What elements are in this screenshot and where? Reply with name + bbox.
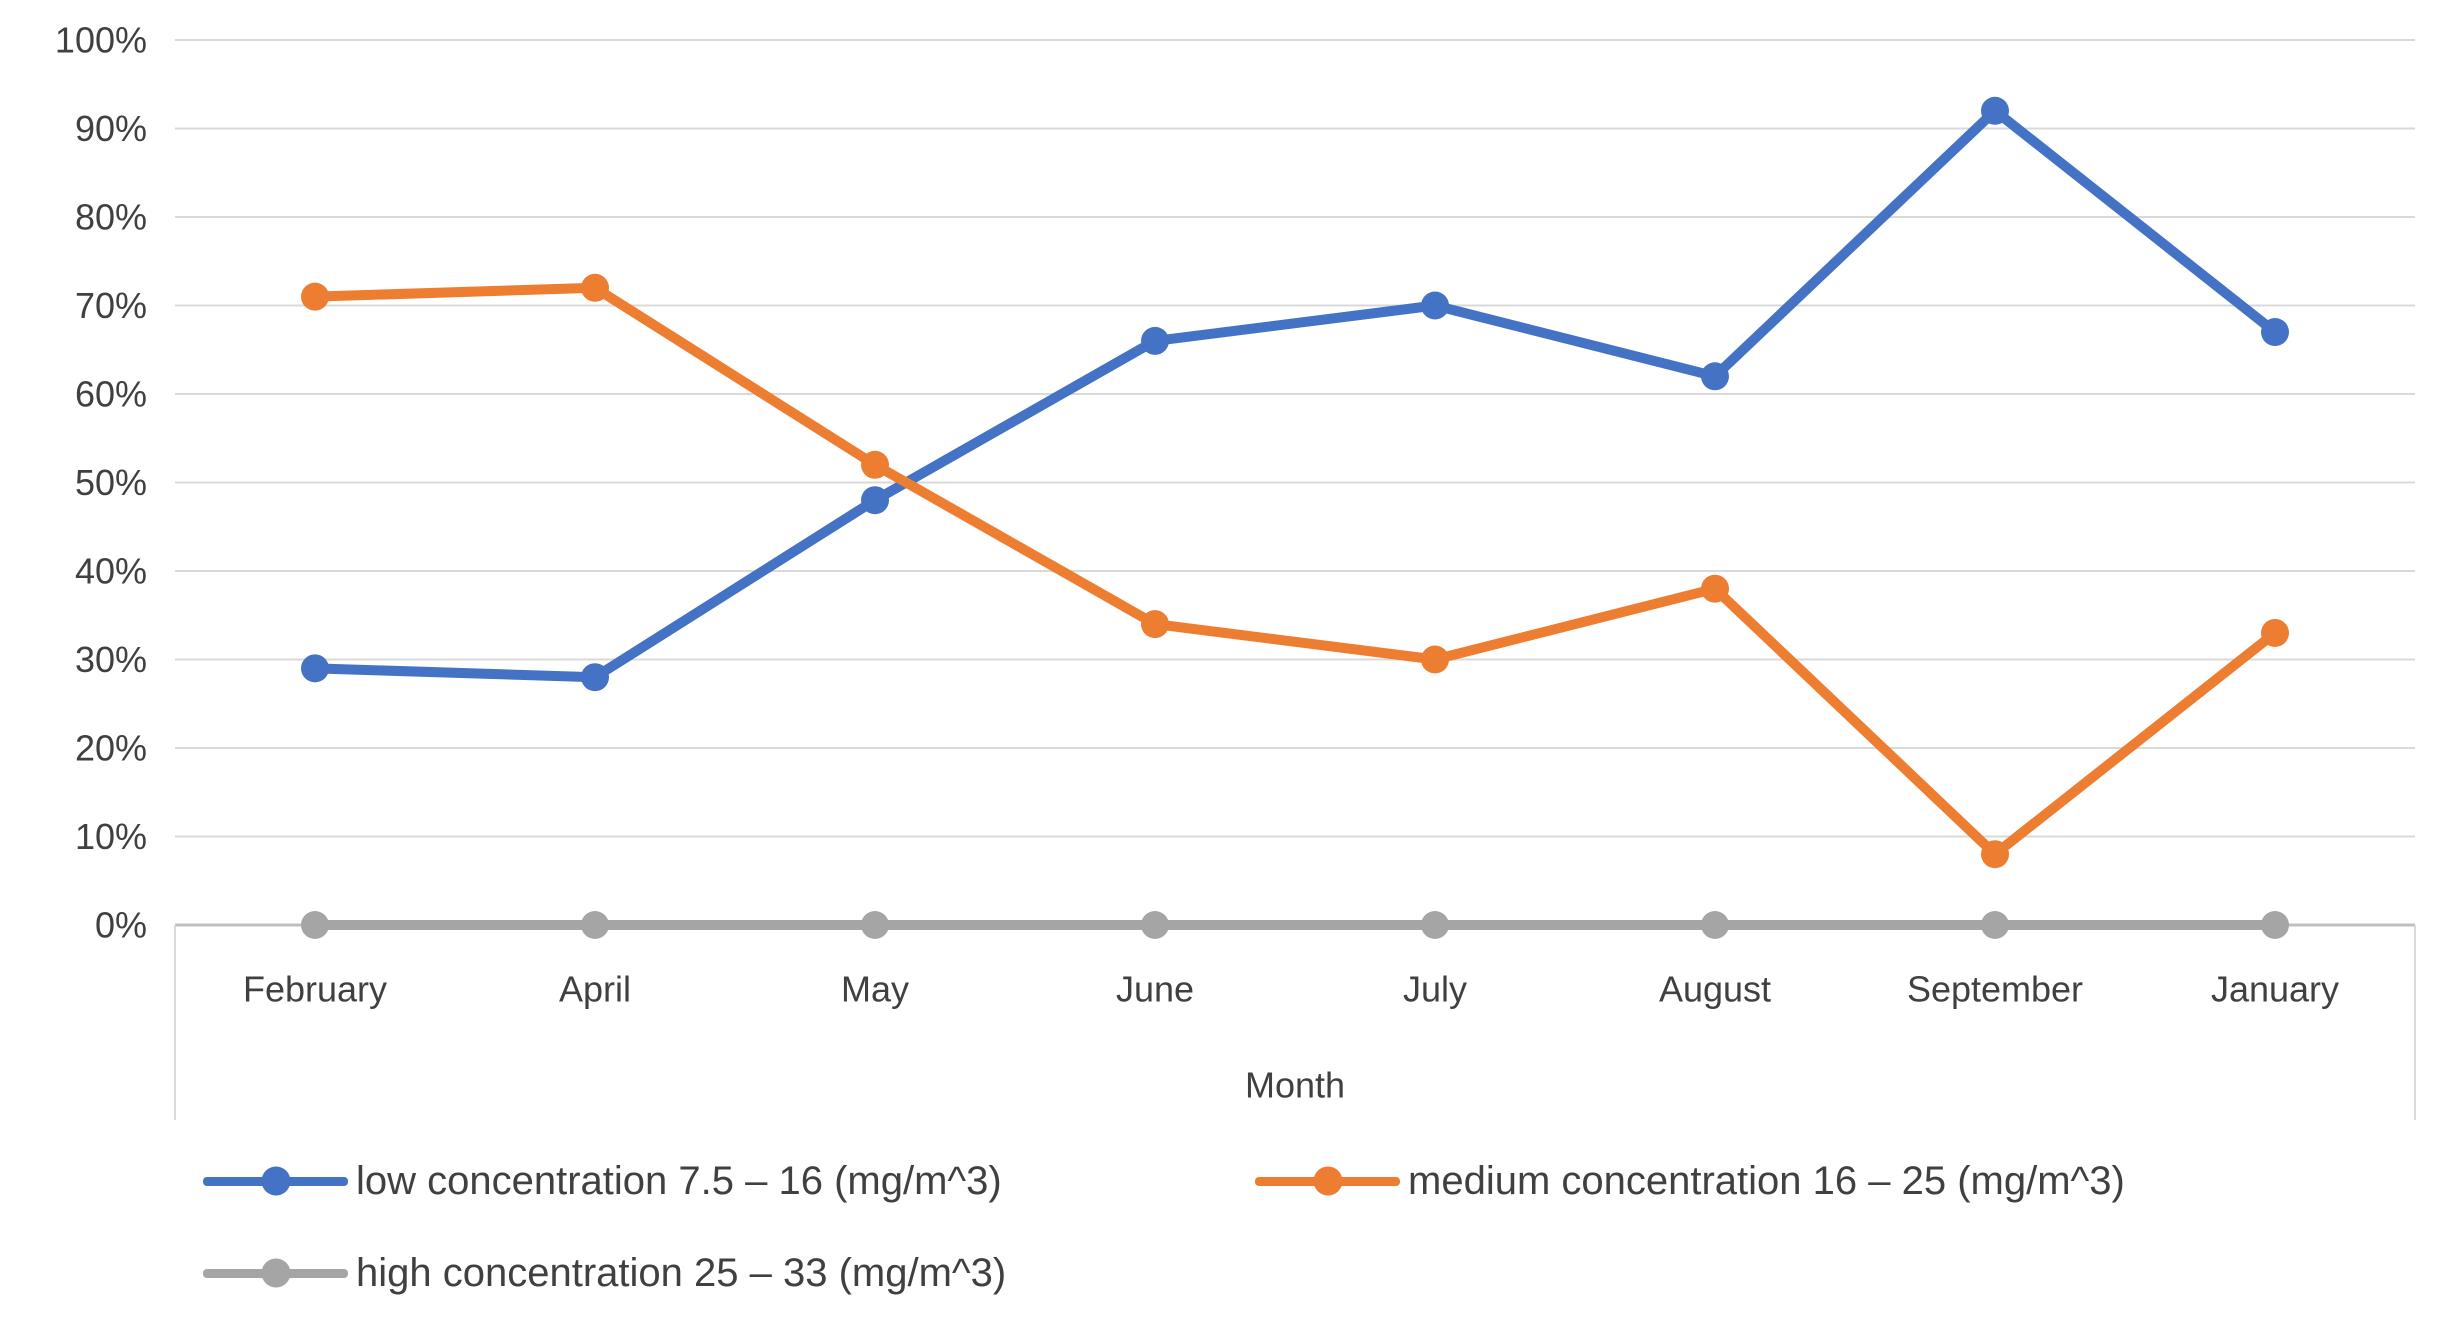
data-point-high: [1141, 911, 1169, 939]
legend-swatch-low-icon: [203, 1166, 348, 1196]
y-axis-tick-label: 90%: [75, 108, 147, 149]
data-point-high: [2261, 911, 2289, 939]
y-axis-tick-label: 10%: [75, 816, 147, 857]
data-point-medium: [1141, 610, 1169, 639]
data-point-medium: [581, 273, 609, 302]
y-axis-tick-label: 60%: [75, 374, 147, 415]
data-point-low: [2261, 318, 2289, 347]
legend-label-high: high concentration 25 – 33 (mg/m^3): [356, 1250, 1007, 1295]
data-point-high: [581, 911, 609, 939]
series-line-medium: [310, 282, 2280, 860]
y-axis-tick-label: 40%: [75, 551, 147, 592]
chart-legend: low concentration 7.5 – 16 (mg/m^3) medi…: [203, 1152, 2125, 1302]
data-point-high: [861, 911, 889, 939]
data-point-medium: [1701, 574, 1729, 603]
data-point-medium: [2261, 618, 2289, 647]
x-axis-category-label: April: [559, 969, 631, 1010]
data-point-low: [1981, 96, 2009, 125]
data-point-high: [1421, 911, 1449, 939]
y-axis-tick-label: 100%: [55, 20, 147, 61]
legend-swatch-high-icon: [203, 1258, 348, 1288]
x-axis-category-label: May: [841, 969, 909, 1010]
legend-label-medium: medium concentration 16 – 25 (mg/m^3): [1408, 1158, 2125, 1203]
data-point-medium: [301, 282, 329, 311]
data-point-high: [1981, 911, 2009, 939]
data-point-low: [1421, 291, 1449, 320]
legend-swatch-medium-icon: [1255, 1166, 1400, 1196]
legend-item-high-concentration: high concentration 25 – 33 (mg/m^3): [203, 1244, 1255, 1302]
y-axis-tick-label: 20%: [75, 728, 147, 769]
x-axis-title: Month: [1245, 1065, 1345, 1106]
series-line-low: [310, 105, 2280, 683]
data-point-low: [1701, 362, 1729, 391]
x-axis-category-label: February: [243, 969, 387, 1010]
y-axis-tick-label: 80%: [75, 197, 147, 238]
legend-item-low-concentration: low concentration 7.5 – 16 (mg/m^3): [203, 1152, 1255, 1210]
data-point-medium: [861, 450, 889, 479]
legend-item-medium-concentration: medium concentration 16 – 25 (mg/m^3): [1255, 1152, 2125, 1210]
x-axis-category-label: January: [2211, 969, 2339, 1010]
data-point-medium: [1981, 840, 2009, 869]
data-point-medium: [1421, 645, 1449, 674]
data-point-low: [301, 654, 329, 683]
y-axis-tick-label: 70%: [75, 285, 147, 326]
data-point-high: [1701, 911, 1729, 939]
y-axis-tick-label: 0%: [95, 905, 147, 946]
y-axis-tick-label: 50%: [75, 462, 147, 503]
x-axis-category-label: June: [1116, 969, 1194, 1010]
x-axis-category-label: August: [1659, 969, 1771, 1010]
legend-label-low: low concentration 7.5 – 16 (mg/m^3): [356, 1158, 1002, 1203]
data-point-low: [861, 486, 889, 515]
data-point-high: [301, 911, 329, 939]
data-point-low: [1141, 326, 1169, 355]
data-point-low: [581, 663, 609, 692]
x-axis-category-label: September: [1907, 969, 2083, 1010]
y-axis-tick-label: 30%: [75, 639, 147, 680]
x-axis-category-label: July: [1403, 969, 1467, 1010]
